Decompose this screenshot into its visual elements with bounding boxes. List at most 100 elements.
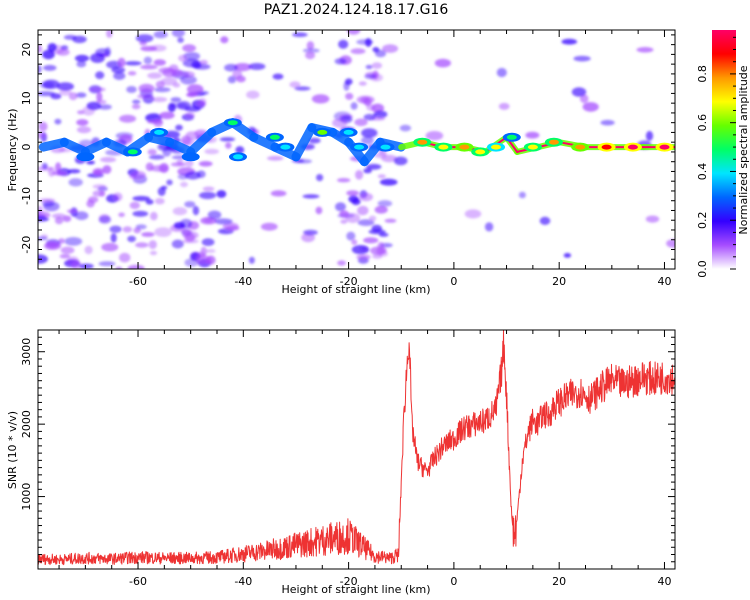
noise-speckle xyxy=(111,66,126,74)
noise-speckle xyxy=(561,38,578,45)
noise-speckle xyxy=(356,254,371,260)
noise-speckle xyxy=(130,170,146,180)
x-tick-label: 20 xyxy=(552,575,566,588)
noise-speckle xyxy=(363,237,379,244)
noise-speckle xyxy=(351,198,361,206)
noise-speckle xyxy=(359,192,373,202)
noise-speckle xyxy=(645,215,660,223)
noise-speckle xyxy=(305,51,316,60)
noise-speckle xyxy=(148,240,157,250)
noise-speckle xyxy=(434,58,451,68)
noise-speckle xyxy=(302,48,320,53)
noise-speckle xyxy=(119,252,131,263)
noise-speckle xyxy=(84,245,93,255)
noise-speckle xyxy=(484,222,494,232)
noise-speckle xyxy=(347,30,361,35)
noise-speckle xyxy=(582,102,599,112)
noise-speckle xyxy=(182,138,196,147)
noise-speckle xyxy=(177,37,184,43)
noise-speckle xyxy=(150,165,169,172)
noise-speckle xyxy=(579,94,589,104)
noise-speckle-group xyxy=(38,30,675,269)
x-tick-label: 20 xyxy=(552,275,566,288)
noise-speckle xyxy=(361,136,374,145)
spectral-blob-core xyxy=(506,134,517,140)
snr-x-axis-label: Height of straight line (km) xyxy=(281,583,430,596)
noise-speckle xyxy=(68,92,78,101)
x-tick-label: 40 xyxy=(657,275,671,288)
spectral-blob-core xyxy=(80,154,91,160)
spectral-blob-core xyxy=(380,144,391,150)
snr-series-line xyxy=(38,330,675,566)
noise-speckle xyxy=(98,104,112,110)
noise-speckle xyxy=(425,131,444,141)
noise-speckle xyxy=(498,102,510,110)
noise-speckle xyxy=(96,91,103,102)
noise-speckle xyxy=(525,131,540,139)
noise-speckle xyxy=(132,195,150,202)
noise-speckle xyxy=(173,222,186,229)
noise-speckle xyxy=(379,178,398,186)
noise-speckle xyxy=(248,256,255,264)
noise-speckle xyxy=(198,161,213,167)
noise-speckle xyxy=(147,149,157,155)
noise-speckle xyxy=(38,211,51,219)
noise-speckle xyxy=(246,90,260,99)
noise-speckle xyxy=(131,104,141,110)
noise-speckle xyxy=(171,239,184,249)
noise-speckle xyxy=(292,32,308,37)
noise-speckle xyxy=(160,77,178,86)
noise-speckle xyxy=(126,86,137,93)
noise-speckle xyxy=(496,67,507,78)
noise-speckle xyxy=(306,41,315,51)
noise-speckle xyxy=(377,200,393,207)
noise-speckle xyxy=(381,154,398,163)
noise-speckle xyxy=(289,81,301,88)
noise-speckle xyxy=(338,39,349,49)
noise-speckle xyxy=(137,94,154,99)
noise-speckle xyxy=(315,206,323,215)
y-tick-label: 2000 xyxy=(20,410,33,438)
noise-speckle xyxy=(375,49,387,58)
noise-speckle xyxy=(62,215,72,222)
noise-speckle xyxy=(563,253,572,258)
noise-speckle xyxy=(124,61,142,66)
noise-speckle xyxy=(38,254,48,264)
noise-speckle xyxy=(129,201,140,210)
noise-speckle xyxy=(201,238,215,247)
colorbar-tick-label: 0.8 xyxy=(696,65,709,83)
x-tick-label: -40 xyxy=(234,575,252,588)
spectral-blob-core xyxy=(269,134,280,140)
noise-speckle xyxy=(539,216,551,225)
noise-speckle xyxy=(184,258,199,267)
noise-speckle xyxy=(202,186,215,192)
noise-speckle xyxy=(106,30,113,38)
noise-speckle xyxy=(195,100,207,108)
noise-speckle xyxy=(340,219,348,224)
noise-speckle xyxy=(52,171,68,176)
noise-speckle xyxy=(666,239,675,248)
noise-speckle xyxy=(294,86,311,91)
noise-speckle xyxy=(109,225,122,233)
noise-speckle xyxy=(117,57,126,68)
noise-speckle xyxy=(135,224,147,230)
noise-speckle xyxy=(377,174,386,179)
x-tick-label: 40 xyxy=(657,575,671,588)
y-tick-label: 20 xyxy=(20,43,33,57)
noise-speckle xyxy=(183,51,201,61)
noise-speckle xyxy=(308,137,321,144)
noise-speckle xyxy=(127,235,136,243)
noise-speckle xyxy=(171,30,185,38)
noise-speckle xyxy=(64,237,83,246)
noise-speckle xyxy=(43,64,57,71)
noise-speckle xyxy=(86,101,102,111)
noise-speckle xyxy=(54,118,62,125)
noise-speckle xyxy=(170,162,186,167)
noise-speckle xyxy=(207,210,222,220)
noise-speckle xyxy=(38,64,42,74)
colorbar-tick-label: 0.0 xyxy=(696,260,709,278)
chart-title: PAZ1.2024.124.18.17.G16 xyxy=(264,2,449,18)
x-tick-label: -60 xyxy=(129,575,147,588)
noise-speckle xyxy=(350,102,358,110)
noise-speckle xyxy=(162,68,177,78)
